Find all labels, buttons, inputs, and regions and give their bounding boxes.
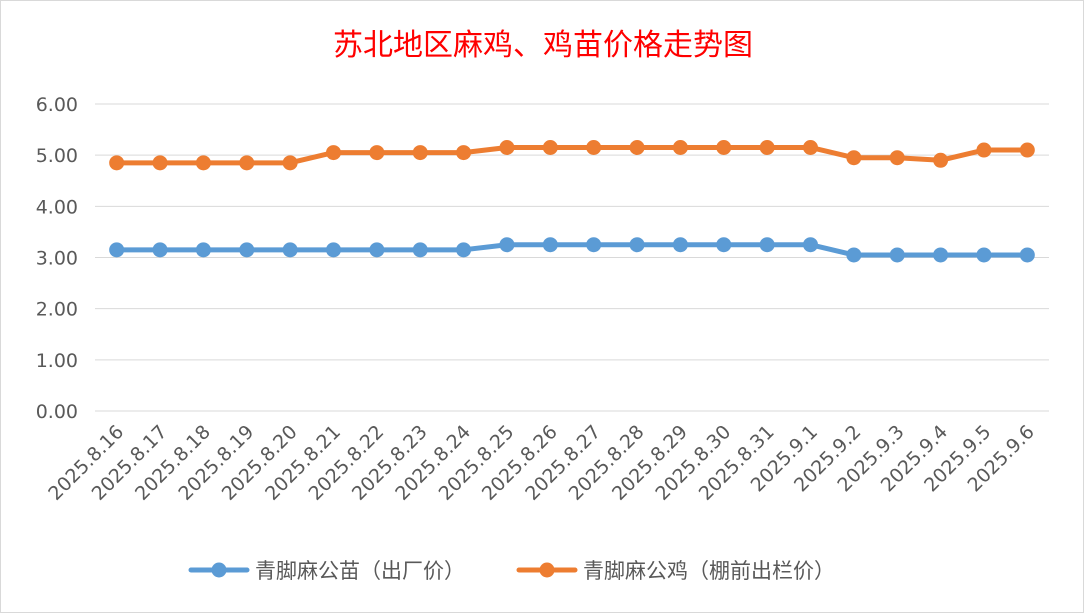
data-point	[716, 237, 732, 253]
data-point	[195, 242, 211, 258]
data-point	[672, 237, 688, 253]
legend: 青脚麻公苗（出厂价） 青脚麻公鸡（棚前出栏价）	[188, 559, 835, 583]
data-point	[803, 139, 818, 155]
data-point	[629, 237, 645, 253]
y-tick-label: 6.00	[36, 94, 78, 116]
y-tick-label: 2.00	[36, 299, 78, 321]
x-axis-ticks: 2025.8.162025.8.172025.8.182025.8.192025…	[44, 421, 1039, 505]
data-point	[456, 145, 472, 161]
y-tick-label: 0.00	[36, 401, 78, 423]
y-tick-label: 3.00	[36, 248, 78, 270]
data-point	[282, 242, 298, 258]
data-point	[499, 139, 515, 155]
data-point	[282, 155, 298, 171]
data-point	[629, 139, 645, 155]
data-point	[412, 145, 428, 161]
data-point	[976, 142, 992, 158]
series-layer	[109, 139, 1035, 263]
data-point	[542, 139, 558, 155]
data-point	[933, 152, 949, 168]
data-point	[109, 242, 125, 258]
data-point	[326, 242, 341, 258]
y-tick-label: 4.00	[36, 196, 78, 218]
data-point	[326, 145, 341, 161]
legend-item: 青脚麻公苗（出厂价）	[188, 559, 465, 583]
series-line	[114, 242, 1030, 258]
series-1	[109, 237, 1035, 263]
data-point	[759, 237, 775, 253]
data-point	[846, 247, 862, 263]
series-line	[114, 144, 1030, 166]
data-point	[803, 237, 818, 253]
data-point	[109, 155, 125, 171]
data-point	[889, 247, 905, 263]
y-tick-label: 1.00	[36, 350, 78, 372]
data-point	[239, 242, 255, 258]
data-point	[239, 155, 255, 171]
y-axis-ticks: 0.00 1.00 2.00 3.00 4.00 5.00 6.00	[36, 94, 78, 423]
data-point	[759, 139, 775, 155]
legend-label: 青脚麻公鸡（棚前出栏价）	[583, 559, 835, 583]
series-2	[109, 139, 1035, 171]
data-point	[456, 242, 472, 258]
data-point	[586, 237, 602, 253]
data-point	[412, 242, 428, 258]
data-point	[889, 150, 905, 166]
data-point	[152, 155, 168, 171]
data-point	[499, 237, 515, 253]
data-point	[542, 237, 558, 253]
legend-item: 青脚麻公鸡（棚前出栏价）	[516, 559, 835, 583]
data-point	[369, 242, 385, 258]
legend-marker	[211, 562, 227, 578]
data-point	[716, 139, 732, 155]
data-point	[672, 139, 688, 155]
data-point	[976, 247, 992, 263]
legend-marker	[539, 562, 555, 578]
data-point	[1019, 247, 1035, 263]
data-point	[369, 145, 385, 161]
data-point	[586, 139, 602, 155]
legend-label: 青脚麻公苗（出厂价）	[255, 559, 465, 583]
data-point	[933, 247, 949, 263]
chart-title: 苏北地区麻鸡、鸡苗价格走势图	[333, 28, 753, 63]
gridlines	[95, 103, 1049, 412]
data-point	[195, 155, 211, 171]
y-tick-label: 5.00	[36, 145, 78, 167]
data-point	[152, 242, 168, 258]
data-point	[1019, 142, 1035, 158]
data-point	[846, 150, 862, 166]
